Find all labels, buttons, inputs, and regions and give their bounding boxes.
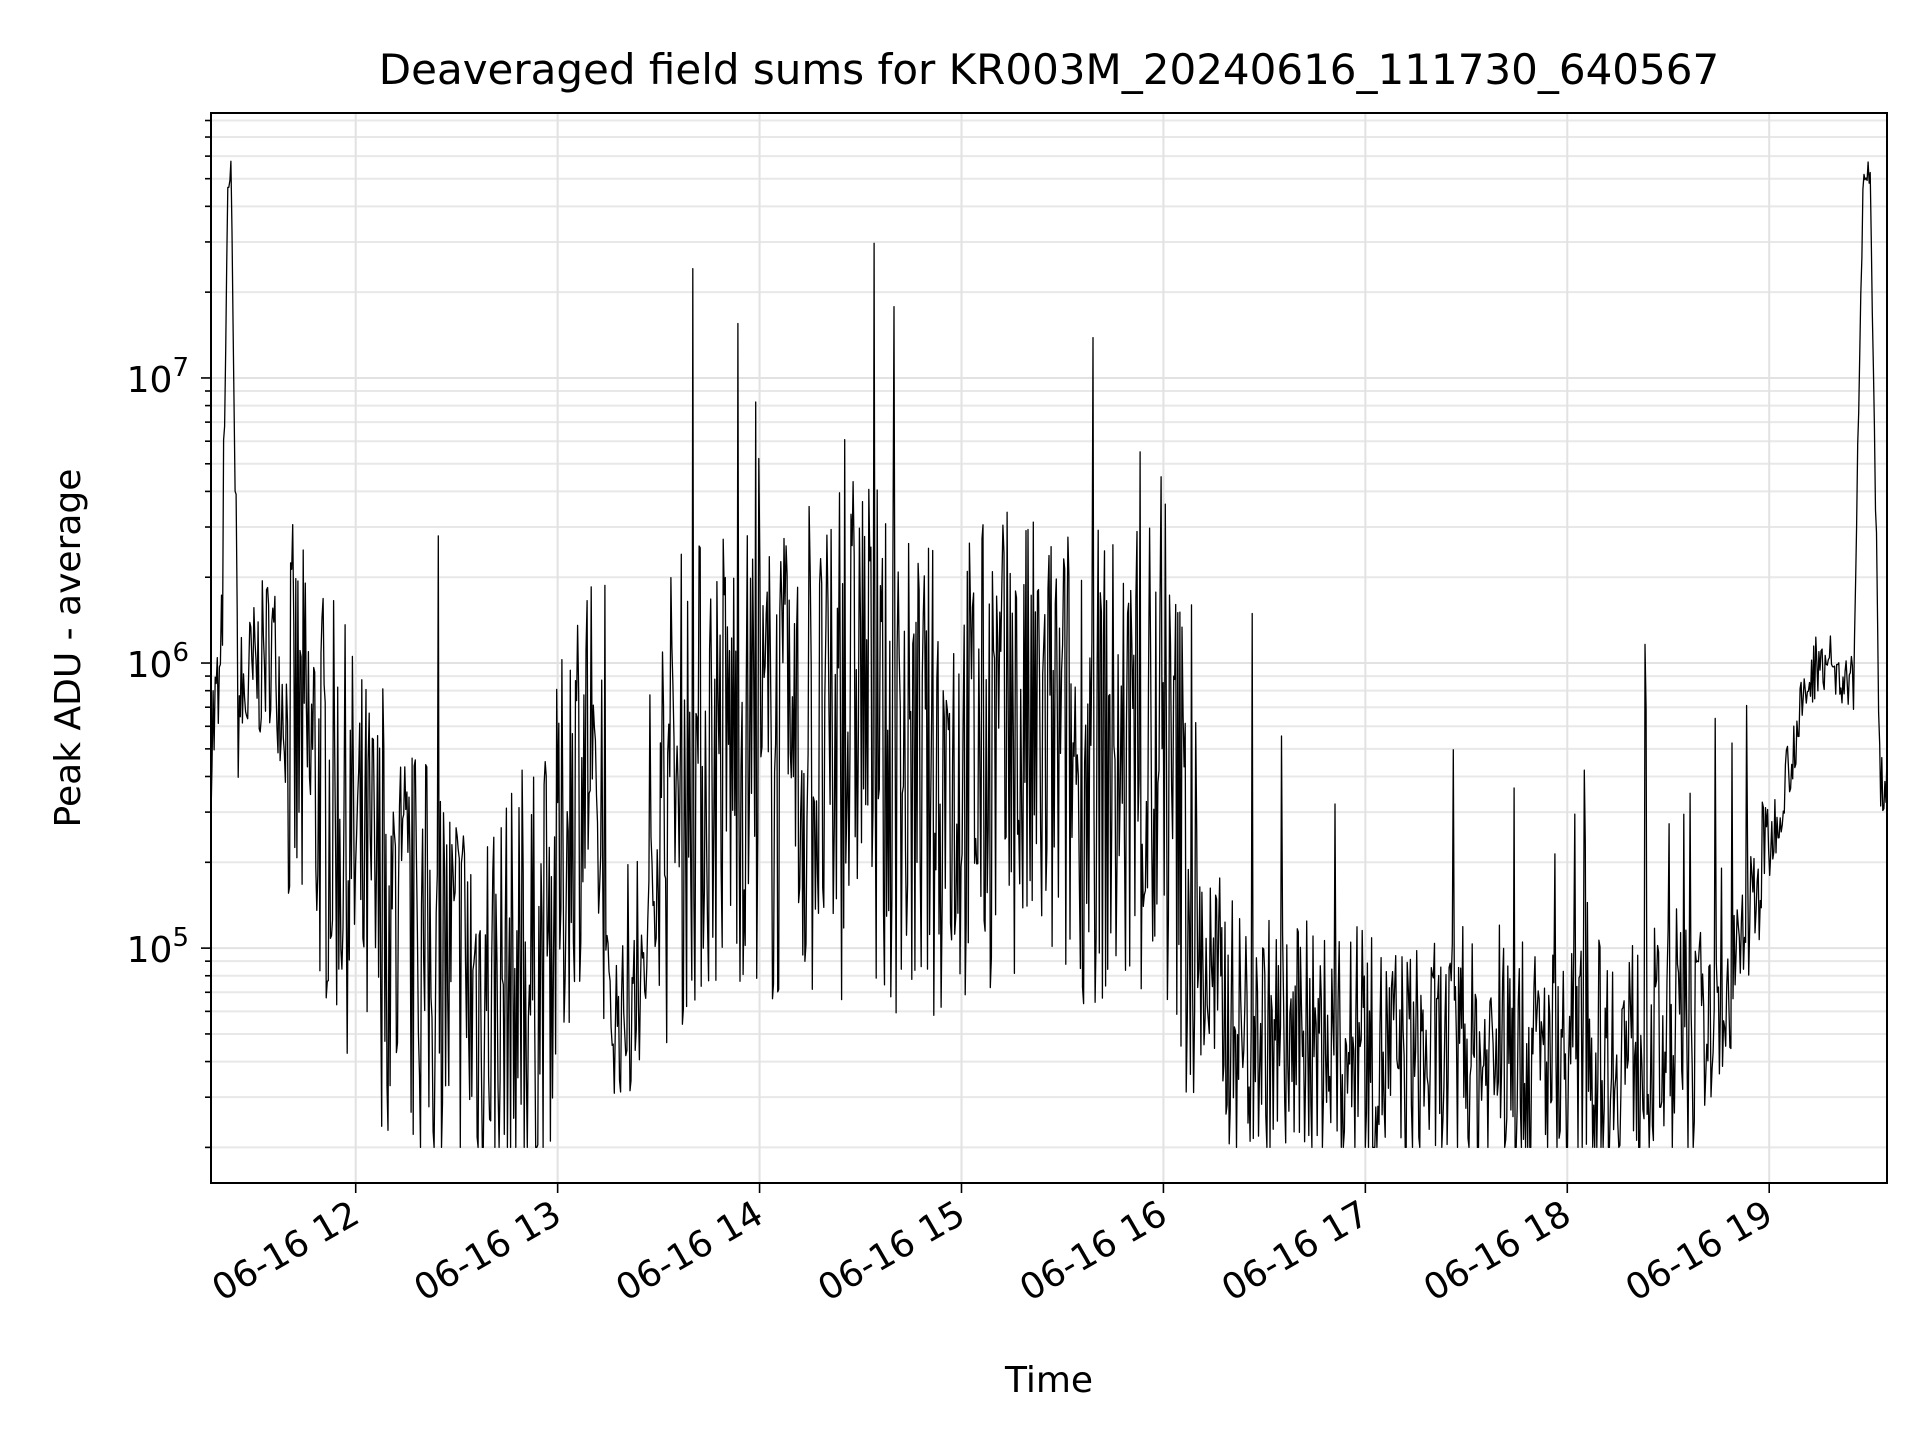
grid [211, 113, 1887, 1183]
x-tick-label: 06-16 19 [1619, 1193, 1780, 1309]
plot-frame [210, 112, 1888, 1184]
y-tick-label: 107 [127, 353, 189, 401]
series-line [210, 160, 1888, 1149]
x-tick-label: 06-16 12 [206, 1193, 367, 1309]
x-tick-label: 06-16 15 [811, 1193, 972, 1309]
x-tick-label: 06-16 17 [1215, 1193, 1376, 1309]
x-axis-label: Time [1004, 1360, 1093, 1401]
x-tick-label: 06-16 18 [1417, 1193, 1578, 1309]
x-tick-label: 06-16 13 [407, 1193, 568, 1309]
x-tick-label: 06-16 14 [609, 1193, 770, 1309]
x-tick-label: 06-16 16 [1013, 1193, 1174, 1309]
y-axis-label: Peak ADU - average [48, 469, 89, 828]
y-axis: 105 106 107 [127, 119, 211, 1149]
x-axis: 06-16 12 06-16 13 06-16 14 06-16 15 06-16 16… [206, 1183, 1780, 1310]
y-tick-label: 105 [127, 923, 189, 971]
chart-title: Deaveraged field sums for KR003M_2024061… [379, 45, 1719, 94]
y-tick-label: 106 [127, 638, 189, 686]
